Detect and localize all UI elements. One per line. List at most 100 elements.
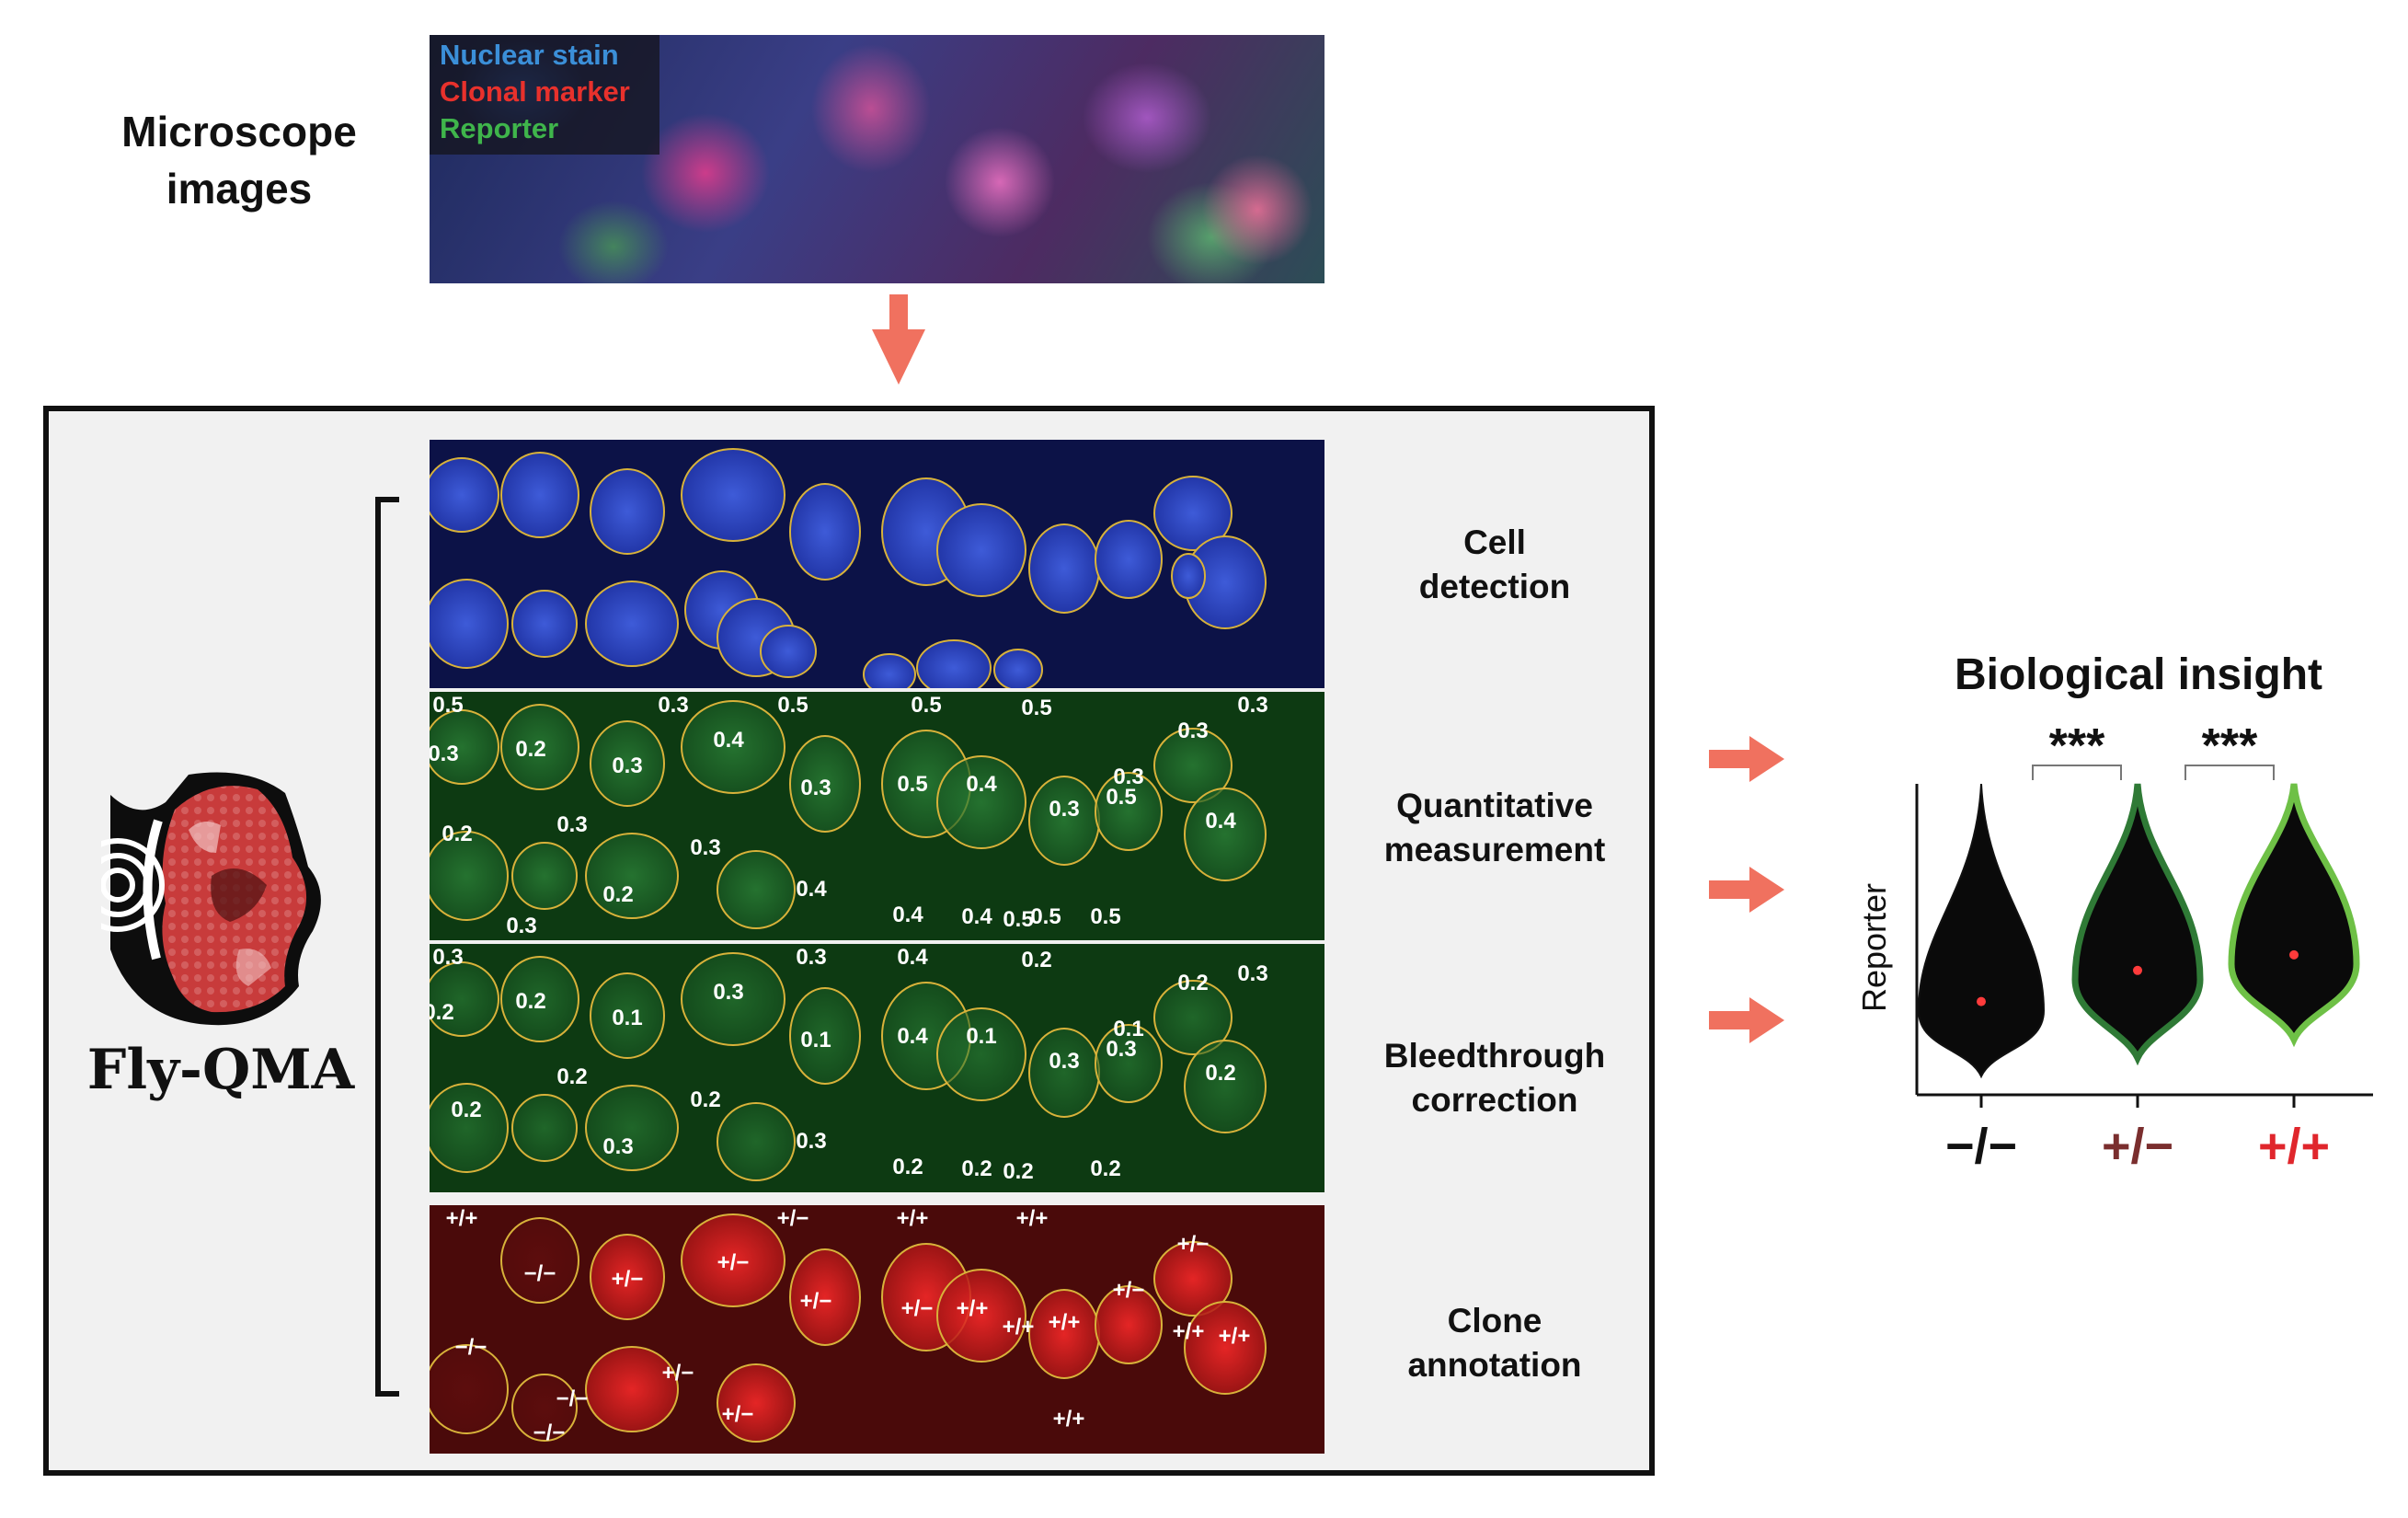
bleedthrough-cell-label: 0.4 <box>897 1024 928 1049</box>
clone-cell-label: +/− <box>612 1267 644 1292</box>
significance-bracket-1 <box>2032 765 2122 780</box>
tool-name: Fly-QMA <box>86 1038 355 1102</box>
channel-legend: Nuclear stain Clonal marker Reporter <box>430 35 659 155</box>
quantitative-cell-label: 0.3 <box>612 753 642 778</box>
quantitative-cell-label: 0.2 <box>602 882 633 907</box>
quantitative-cell-label: 0.3 <box>556 812 587 837</box>
quantitative-cell-label: 0.5 <box>897 772 927 797</box>
legend-nuclear-stain: Nuclear stain <box>440 39 619 71</box>
legend-clonal-marker: Clonal marker <box>440 75 630 108</box>
bleedthrough-cell-label: 0.3 <box>1237 961 1267 986</box>
quantitative-cell-label: 0.4 <box>961 904 992 929</box>
x-tick-label-1: −/− <box>1945 1119 2017 1174</box>
step-quantitative-line2: measurement <box>1383 831 1606 868</box>
corrected-reporter-panel: 0.30.20.20.10.20.30.40.30.10.40.10.20.30… <box>430 944 1324 1192</box>
nuclear-stain-panel <box>430 440 1324 688</box>
clone-cell-label: +/+ <box>1016 1206 1049 1231</box>
clone-cell-label: −/− <box>524 1261 556 1286</box>
wing-disc-logo-icon <box>101 772 321 1026</box>
violin-3 <box>2228 783 2360 1048</box>
bleedthrough-cell-label: 0.2 <box>1205 1061 1235 1086</box>
quantitative-cell-label: 0.5 <box>432 693 463 718</box>
clone-cell-label: +/− <box>662 1361 694 1386</box>
quantitative-cell-label: 0.3 <box>800 776 831 800</box>
clone-cell-label: −/− <box>556 1386 589 1411</box>
quantitative-cell-label: 0.4 <box>1205 809 1236 834</box>
step-cell-detection-line2: detection <box>1418 568 1571 605</box>
clone-cell-label: +/+ <box>957 1296 989 1321</box>
bleedthrough-cell-label: 0.2 <box>515 989 545 1014</box>
quantitative-cell-label: 0.3 <box>430 742 459 766</box>
step-quantitative-measurement: Quantitative measurement <box>1343 784 1646 872</box>
bleedthrough-cell-label: 0.2 <box>1003 1159 1033 1184</box>
quantitative-cell-label: 0.3 <box>1237 693 1267 718</box>
legend-reporter: Reporter <box>440 112 559 144</box>
clone-cell-label: +/− <box>1113 1278 1145 1303</box>
median-dot-3 <box>2289 949 2299 960</box>
bleedthrough-cell-label: 0.3 <box>1106 1037 1136 1062</box>
bleedthrough-cell-label: 0.1 <box>800 1028 831 1052</box>
quantitative-cell-label: 0.3 <box>1049 797 1079 822</box>
quantitative-cell-label: 0.3 <box>690 835 720 860</box>
clone-cell-label: +/+ <box>446 1206 478 1231</box>
quantitative-cell-label: 0.5 <box>911 693 941 718</box>
bleedthrough-cell-label: 0.3 <box>796 945 826 970</box>
clone-cell-label: −/− <box>533 1420 566 1445</box>
quantitative-cell-label: 0.5 <box>1106 785 1136 810</box>
step-bleedthrough-line1: Bleedthrough <box>1383 1037 1606 1075</box>
quantitative-cell-label: 0.2 <box>515 737 545 762</box>
panel-bleedthrough: 0.30.20.20.10.20.30.40.30.10.40.10.20.30… <box>430 944 1324 1192</box>
clone-cell-label: +/− <box>717 1250 750 1275</box>
bleedthrough-cell-label: 0.2 <box>961 1156 992 1181</box>
bleedthrough-cell-label: 0.3 <box>432 945 463 970</box>
bleedthrough-cell-label: 0.2 <box>430 1000 454 1025</box>
microscope-images-label: Microscope images <box>55 103 423 217</box>
clone-cell-label: +/+ <box>897 1206 929 1231</box>
pipeline-bracket <box>375 497 399 1397</box>
step-cell-detection-line1: Cell <box>1463 523 1526 561</box>
bleedthrough-cell-label: 0.3 <box>796 1129 826 1154</box>
quantitative-cell-label: 0.5 <box>1030 904 1061 929</box>
step-bleedthrough-correction: Bleedthrough correction <box>1343 1034 1646 1122</box>
arrow-down-head-icon <box>872 329 925 385</box>
violin-1 <box>1917 783 2046 1079</box>
clone-cell-label: −/− <box>455 1335 487 1360</box>
microscope-label-line2: images <box>166 165 313 213</box>
quantitative-cell-label: 0.3 <box>1113 765 1143 789</box>
insight-title: Biological insight <box>1954 650 2322 699</box>
clone-cell-label: +/+ <box>1003 1315 1035 1340</box>
bleedthrough-cell-label: 0.2 <box>1021 948 1051 972</box>
clone-cell-label: +/+ <box>1219 1324 1251 1349</box>
clone-cell-label: +/− <box>901 1296 934 1321</box>
quantitative-cell-label: 0.5 <box>1090 904 1120 929</box>
clonal-marker-panel: +/+ −/− +/− +/− +/− +/+ +/+ −/− +/− +/+ +/+ +/+ +/− +… <box>430 1205 1324 1454</box>
bleedthrough-cell-label: 0.4 <box>897 945 928 970</box>
reporter-panel: 0.50.3 0.20.30.40.3 0.5 0.50.3 0.5 0.40.50.30… <box>430 692 1324 940</box>
clone-cell-label: +/− <box>777 1206 809 1231</box>
step-clone-line2: annotation <box>1407 1346 1582 1384</box>
panel-cell-detection <box>430 440 1324 688</box>
quantitative-cell-label: 0.4 <box>966 772 997 797</box>
bleedthrough-cell-label: 0.2 <box>556 1064 587 1089</box>
clone-cell-label: +/+ <box>1173 1319 1205 1344</box>
clone-cell-label: +/− <box>1177 1232 1210 1257</box>
significance-bracket-2 <box>2184 765 2275 780</box>
clone-cell-label: +/− <box>722 1402 754 1427</box>
quantitative-cell-label: 0.3 <box>506 914 536 938</box>
bleedthrough-cell-label: 0.2 <box>690 1087 720 1112</box>
step-cell-detection: Cell detection <box>1343 521 1646 609</box>
panel-quantitative: 0.5 0.3 0.2 0.3 0.4 0.3 0.5 0.5 0.3 0.5 0.4 0.5 0.3 0… <box>430 692 1324 940</box>
bleedthrough-cell-label: 0.1 <box>966 1024 996 1049</box>
step-quantitative-line1: Quantitative <box>1396 787 1593 824</box>
x-tick-label-2: +/− <box>2102 1119 2173 1174</box>
quantitative-cell-label: 0.4 <box>892 903 923 927</box>
quantitative-cell-label: 0.4 <box>713 728 744 753</box>
x-tick-label-3: +/+ <box>2258 1119 2330 1174</box>
bleedthrough-cell-label: 0.2 <box>451 1098 481 1122</box>
step-clone-line1: Clone <box>1447 1302 1542 1340</box>
significance-label-2: *** <box>2202 719 2258 773</box>
clone-cell-label: +/− <box>800 1289 832 1314</box>
quantitative-cell-label: 0.3 <box>1177 719 1208 743</box>
microscope-label-line1: Microscope <box>121 108 357 155</box>
quantitative-cell-label: 0.3 <box>658 693 688 718</box>
